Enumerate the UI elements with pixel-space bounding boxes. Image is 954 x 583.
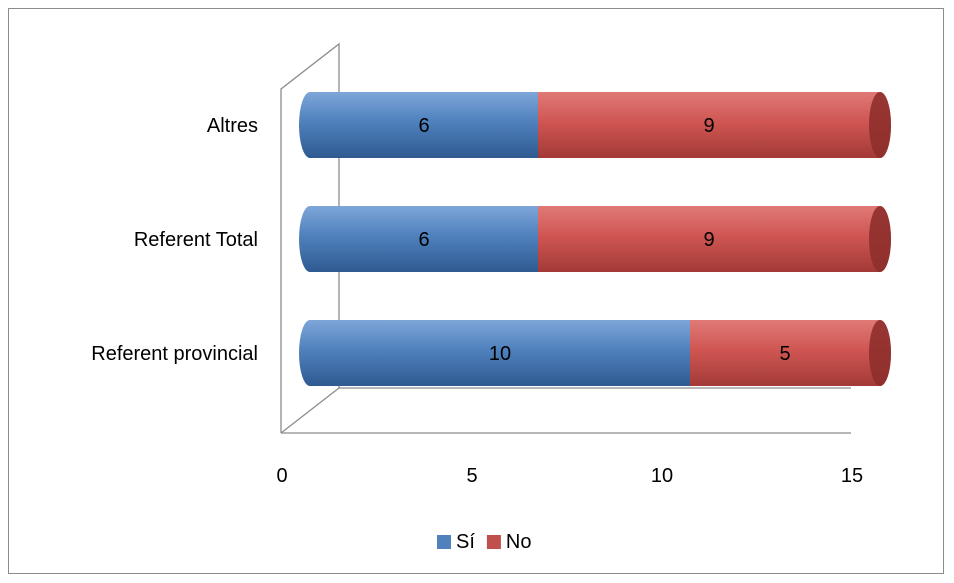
value-label-si-referent-total: 6 [418, 229, 429, 251]
bar-si-referent-total [299, 206, 538, 272]
bar-si-altres [299, 92, 538, 158]
category-label-referent-total: Referent Total [134, 229, 258, 251]
legend-swatch-si [437, 535, 451, 549]
bar-no-altres [538, 92, 891, 158]
legend: Sí No [437, 531, 531, 553]
value-label-si-referent-provincial: 10 [489, 343, 511, 365]
bar-no-referent-provincial [690, 320, 891, 386]
value-label-no-referent-total: 9 [703, 229, 714, 251]
value-label-si-altres: 6 [418, 115, 429, 137]
x-tick-labels: 0 5 10 15 [276, 465, 863, 487]
value-label-no-referent-provincial: 5 [779, 343, 790, 365]
bar-cap-referent-provincial [869, 320, 891, 386]
x-tick-10: 10 [651, 465, 673, 487]
value-labels: 10 5 6 9 6 9 [418, 115, 790, 365]
bar-no-referent-total [538, 206, 891, 272]
back-wall [280, 42, 851, 433]
x-tick-5: 5 [466, 465, 477, 487]
legend-label-si: Sí [456, 531, 475, 553]
bar-cap-referent-total [869, 206, 891, 272]
bar-si-referent-provincial [299, 320, 690, 386]
floor-side-edge [280, 387, 340, 434]
category-label-referent-provincial: Referent provincial [91, 343, 258, 365]
value-label-no-altres: 9 [703, 115, 714, 137]
category-labels: Referent provincial Referent Total Altres [91, 115, 258, 365]
bar-cap-altres [869, 92, 891, 158]
legend-swatch-no [486, 535, 501, 549]
plot-walls [280, 42, 851, 434]
x-tick-0: 0 [276, 465, 287, 487]
legend-label-no: No [506, 531, 532, 553]
category-label-altres: Altres [207, 115, 258, 137]
x-tick-15: 15 [841, 465, 863, 487]
bars [299, 92, 891, 386]
